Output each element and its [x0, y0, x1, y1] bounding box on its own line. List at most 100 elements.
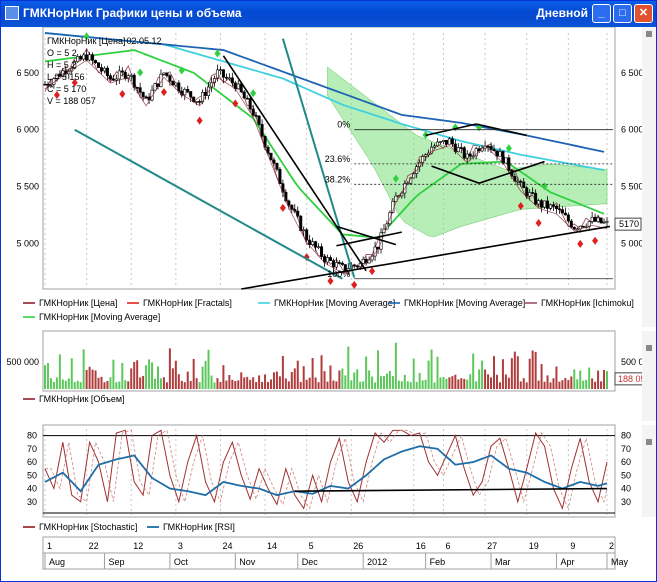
volume-ytick-right: 500 000	[621, 357, 654, 367]
candle-body	[290, 204, 294, 210]
volume-bar	[528, 358, 531, 389]
candle-body	[447, 138, 451, 145]
volume-bar	[350, 380, 353, 389]
fractal-down-marker	[119, 90, 126, 99]
volume-bar	[109, 377, 112, 389]
candle-body	[120, 70, 124, 73]
candle-body	[525, 187, 529, 197]
volume-bar	[365, 356, 368, 389]
title-bar[interactable]: ГМКНорНик Графики цены и объема Дневной …	[1, 1, 656, 27]
svg-text:ГМКНорНик [Цена]02.05.12: ГМКНорНик [Цена]02.05.12	[47, 36, 162, 46]
price-ytick-left: 5 500	[16, 182, 39, 192]
volume-bar	[85, 369, 88, 389]
chart-area[interactable]: 0% 23.6% 38.2% 100% 5 000 5 000 5 500 5 500 6 0…	[1, 27, 656, 581]
xaxis-day-label: 24	[222, 541, 232, 551]
candle-body	[549, 204, 553, 209]
stoch-signal-line	[45, 429, 608, 510]
candle-body	[343, 264, 347, 271]
candle-body	[599, 217, 603, 224]
maximize-button[interactable]: □	[613, 4, 632, 23]
oscillator-y-axis: 30 30 40 40 50 50 60 60 70 70 80 80	[27, 431, 631, 507]
fractal-down-marker	[327, 277, 334, 286]
volume-bar	[201, 366, 204, 389]
volume-bar	[436, 356, 439, 389]
ma-green-line	[44, 49, 605, 239]
candle-body	[183, 89, 187, 96]
close-button[interactable]: ✕	[634, 4, 653, 23]
minimize-button[interactable]: _	[592, 4, 611, 23]
volume-bar	[347, 346, 350, 389]
candle-body	[248, 98, 252, 110]
xaxis-day-label: 27	[487, 541, 497, 551]
candle-body	[424, 154, 428, 157]
candle-body	[293, 209, 297, 212]
volume-bar	[585, 379, 588, 389]
last-price-label: 5170	[619, 219, 639, 229]
volume-bar	[76, 380, 79, 389]
volume-bar	[168, 348, 171, 389]
volume-bar	[403, 374, 406, 389]
candle-body	[560, 209, 564, 214]
volume-bar	[267, 381, 270, 389]
osc-ytick-right: 60	[621, 457, 631, 467]
scrollbar-buttons[interactable]	[642, 27, 656, 517]
legend-label: ГМКНорНик [Объем]	[39, 394, 125, 404]
candle-body	[296, 210, 300, 217]
candle-body	[581, 225, 585, 228]
fib-level-label: 23.6%	[325, 154, 351, 164]
candle-body	[367, 259, 371, 264]
volume-bar	[412, 358, 415, 389]
volume-bar	[591, 378, 594, 389]
volume-bar	[326, 381, 329, 389]
volume-bar	[159, 378, 162, 389]
volume-bar	[269, 379, 272, 389]
fractal-up-marker	[505, 144, 512, 153]
volume-bar	[359, 381, 362, 389]
osc-ytick-right: 40	[621, 484, 631, 494]
volume-bar	[341, 368, 344, 389]
xaxis-month-label: Apr	[560, 557, 574, 567]
price-pane: 0% 23.6% 38.2% 100% 5 000 5 000 5 500 5 500 6 0…	[1, 27, 656, 327]
candle-body	[492, 149, 496, 151]
volume-bar	[228, 375, 231, 389]
volume-bar	[94, 370, 97, 389]
trend-lines	[74, 38, 611, 290]
volume-bar	[284, 378, 287, 389]
xaxis-day-label: 26	[353, 541, 363, 551]
candle-body	[320, 246, 324, 257]
fractal-down-marker	[517, 201, 524, 210]
candle-body	[245, 97, 249, 100]
volume-bar	[112, 359, 115, 389]
osc-ytick-right: 80	[621, 431, 631, 441]
volume-bar	[522, 378, 525, 389]
candle-body	[79, 56, 83, 60]
volume-bar	[142, 375, 145, 389]
last-price-marker: 5170	[614, 217, 642, 231]
fractal-down-marker	[535, 219, 542, 228]
candle-body	[557, 208, 561, 211]
candle-body	[504, 157, 508, 164]
candle-body	[438, 141, 442, 143]
volume-bar	[537, 380, 540, 389]
volume-bar	[495, 374, 498, 389]
volume-bar	[427, 360, 430, 389]
volume-bar	[466, 379, 469, 389]
chart-app-icon	[5, 6, 19, 20]
candle-body	[465, 153, 469, 159]
candle-body	[102, 67, 106, 72]
volume-bar	[49, 378, 52, 389]
volume-legend: ГМКНорНик [Объем]	[23, 394, 125, 404]
candle-body	[186, 89, 190, 92]
fractal-down-marker	[592, 236, 599, 245]
fractal-down-marker	[160, 88, 167, 97]
volume-bar	[374, 382, 377, 389]
volume-bar	[240, 372, 243, 389]
volume-bar	[516, 356, 519, 389]
candle-body	[284, 192, 288, 202]
volume-bar	[296, 360, 299, 389]
volume-bar	[258, 375, 261, 389]
candle-body	[352, 264, 356, 267]
xaxis-day-label: 16	[416, 541, 426, 551]
volume-bar	[58, 354, 61, 389]
volume-bar	[192, 358, 195, 389]
